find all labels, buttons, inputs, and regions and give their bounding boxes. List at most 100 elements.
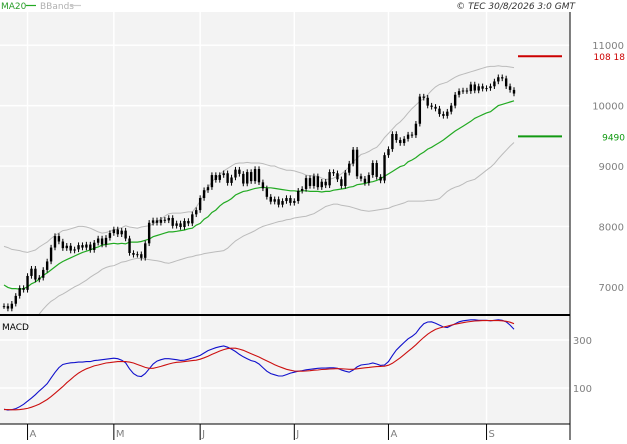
candle-body bbox=[434, 106, 437, 109]
candle-body bbox=[18, 288, 21, 296]
candle bbox=[450, 102, 453, 115]
resistance-label: 108 18 bbox=[594, 53, 626, 63]
candle-body bbox=[426, 97, 429, 106]
price-tick-label: 7000 bbox=[599, 283, 624, 294]
candle-body bbox=[222, 173, 225, 176]
candle bbox=[289, 195, 292, 206]
candle bbox=[363, 175, 367, 186]
candle bbox=[457, 88, 461, 98]
candle-body bbox=[348, 163, 351, 173]
candle-body bbox=[242, 173, 245, 184]
candle-body bbox=[355, 149, 359, 177]
candle-body bbox=[442, 114, 445, 116]
candle-body bbox=[485, 88, 488, 90]
candle bbox=[328, 169, 331, 189]
candle bbox=[26, 273, 29, 293]
candle bbox=[191, 211, 194, 227]
candle bbox=[108, 230, 112, 241]
candle-body bbox=[49, 247, 53, 262]
candle-body bbox=[81, 245, 84, 248]
candle bbox=[53, 233, 57, 251]
candle-body bbox=[100, 238, 104, 245]
candle bbox=[147, 220, 151, 247]
candle bbox=[187, 218, 190, 227]
candle-body bbox=[22, 288, 25, 290]
candle bbox=[281, 198, 284, 208]
candle-body bbox=[508, 86, 512, 90]
candle bbox=[469, 81, 473, 94]
candle-body bbox=[206, 187, 210, 191]
candle-body bbox=[112, 229, 116, 234]
candle bbox=[230, 174, 233, 186]
price-overlays bbox=[3, 65, 515, 326]
candle bbox=[418, 93, 422, 127]
candle bbox=[77, 242, 80, 253]
candle-body bbox=[351, 149, 355, 164]
candle-body bbox=[45, 261, 49, 270]
candle bbox=[512, 87, 516, 97]
candle-body bbox=[359, 176, 363, 179]
candle bbox=[222, 170, 225, 178]
candle bbox=[226, 170, 229, 186]
candle-body bbox=[42, 269, 45, 278]
candle bbox=[202, 187, 206, 201]
candle bbox=[42, 267, 45, 281]
candle bbox=[14, 293, 17, 307]
candle bbox=[2, 303, 6, 309]
candle bbox=[96, 235, 100, 246]
candle-body bbox=[379, 176, 382, 181]
macd-title: MACD bbox=[2, 323, 29, 333]
candle bbox=[410, 131, 414, 138]
candle-body bbox=[399, 140, 402, 144]
candle bbox=[477, 83, 480, 94]
candle bbox=[485, 85, 488, 92]
candle bbox=[297, 188, 300, 204]
candle bbox=[269, 194, 272, 205]
candle-body bbox=[367, 175, 371, 183]
candle-body bbox=[473, 84, 476, 91]
candle bbox=[238, 166, 241, 177]
candle-body bbox=[57, 236, 61, 242]
candle bbox=[391, 131, 394, 152]
candle-body bbox=[285, 198, 288, 202]
price-levels: 108 18 9490 bbox=[518, 53, 625, 143]
candle bbox=[10, 301, 14, 312]
candle-body bbox=[340, 179, 343, 186]
candle-body bbox=[293, 201, 296, 203]
candle-body bbox=[391, 134, 394, 150]
candle-body bbox=[234, 169, 237, 178]
candle-body bbox=[336, 173, 339, 180]
candle-body bbox=[183, 220, 186, 228]
candle bbox=[234, 166, 237, 181]
candle-body bbox=[320, 181, 323, 188]
candle bbox=[446, 108, 449, 119]
candle bbox=[65, 243, 68, 251]
candlestick-series bbox=[2, 74, 516, 312]
candle-body bbox=[2, 306, 6, 308]
candle bbox=[371, 160, 374, 178]
candle-body bbox=[257, 169, 261, 183]
candle bbox=[198, 195, 202, 213]
candle bbox=[249, 169, 253, 184]
copyright-text: © TEC 30/8/2026 3:0 GMT bbox=[456, 2, 576, 12]
candle-body bbox=[273, 199, 276, 202]
candle bbox=[481, 83, 484, 92]
candle-body bbox=[430, 105, 433, 107]
candle-body bbox=[218, 175, 221, 180]
candle-body bbox=[504, 78, 508, 87]
candle bbox=[273, 196, 276, 205]
candle bbox=[144, 240, 147, 261]
candle-body bbox=[144, 243, 147, 258]
candle-body bbox=[65, 245, 68, 249]
candle-body bbox=[438, 108, 441, 115]
candle bbox=[473, 81, 476, 94]
candle bbox=[159, 217, 163, 226]
candle-body bbox=[363, 178, 367, 183]
candle-body bbox=[116, 229, 119, 235]
candle-body bbox=[304, 178, 308, 189]
candle-body bbox=[501, 77, 504, 79]
candle-body bbox=[414, 123, 418, 136]
candle-body bbox=[77, 245, 80, 250]
candle-body bbox=[30, 268, 33, 276]
